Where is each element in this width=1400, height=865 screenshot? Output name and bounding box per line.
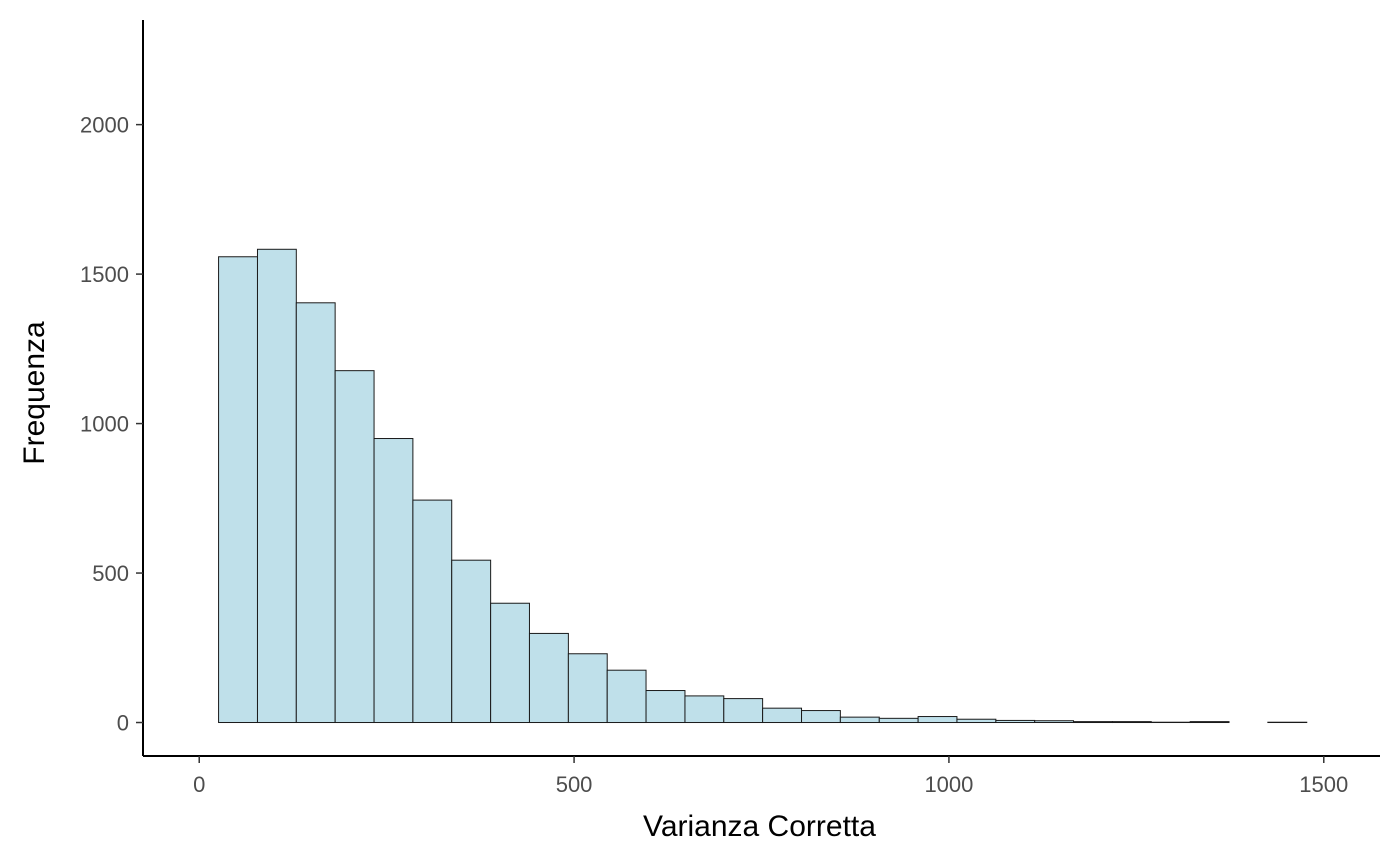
histogram-bar: [256, 248, 297, 724]
x-tick-label: 500: [556, 772, 593, 797]
histogram-bar: [606, 669, 647, 724]
histogram-bar: [878, 717, 919, 724]
histogram-bar: [645, 690, 686, 724]
histogram-bar: [451, 559, 492, 724]
histogram-bar: [801, 710, 841, 724]
histogram-bar: [528, 632, 569, 724]
y-axis-title: Frequenza: [18, 321, 51, 465]
y-tick-label: 2000: [80, 113, 129, 138]
histogram-bar: [373, 438, 414, 724]
x-axis: 0 500 1000 1500: [143, 755, 1380, 797]
x-tick-label: 1000: [924, 772, 973, 797]
y-tick-label: 500: [92, 561, 129, 586]
histogram-bar: [295, 302, 336, 724]
histogram-bar: [490, 602, 530, 724]
y-tick-label: 1000: [80, 412, 129, 437]
histogram-bar: [1034, 720, 1075, 724]
histogram-bar: [684, 695, 725, 724]
histogram-bar: [412, 499, 453, 724]
histogram-bar: [723, 698, 764, 724]
y-tick-label: 1500: [80, 262, 129, 287]
y-tick-label: 0: [117, 711, 129, 736]
histogram-bar: [995, 719, 1036, 724]
histogram-bar: [218, 256, 258, 724]
histogram-bar: [334, 370, 375, 724]
histogram-bar: [956, 718, 997, 724]
histogram-bar: [1189, 721, 1230, 724]
x-tick-label: 0: [193, 772, 205, 797]
histogram-bar: [917, 716, 958, 724]
x-tick-label: 1500: [1299, 772, 1348, 797]
histogram-bar: [1111, 721, 1152, 724]
histogram-bar: [762, 707, 803, 724]
histogram-bar: [1073, 721, 1113, 724]
y-axis: 0 500 1000 1500 2000: [80, 20, 144, 756]
histogram-bar: [567, 653, 608, 724]
histogram-bars: [218, 248, 1308, 724]
x-axis-title: Varianza Corretta: [643, 810, 876, 843]
histogram-bar: [839, 716, 880, 724]
